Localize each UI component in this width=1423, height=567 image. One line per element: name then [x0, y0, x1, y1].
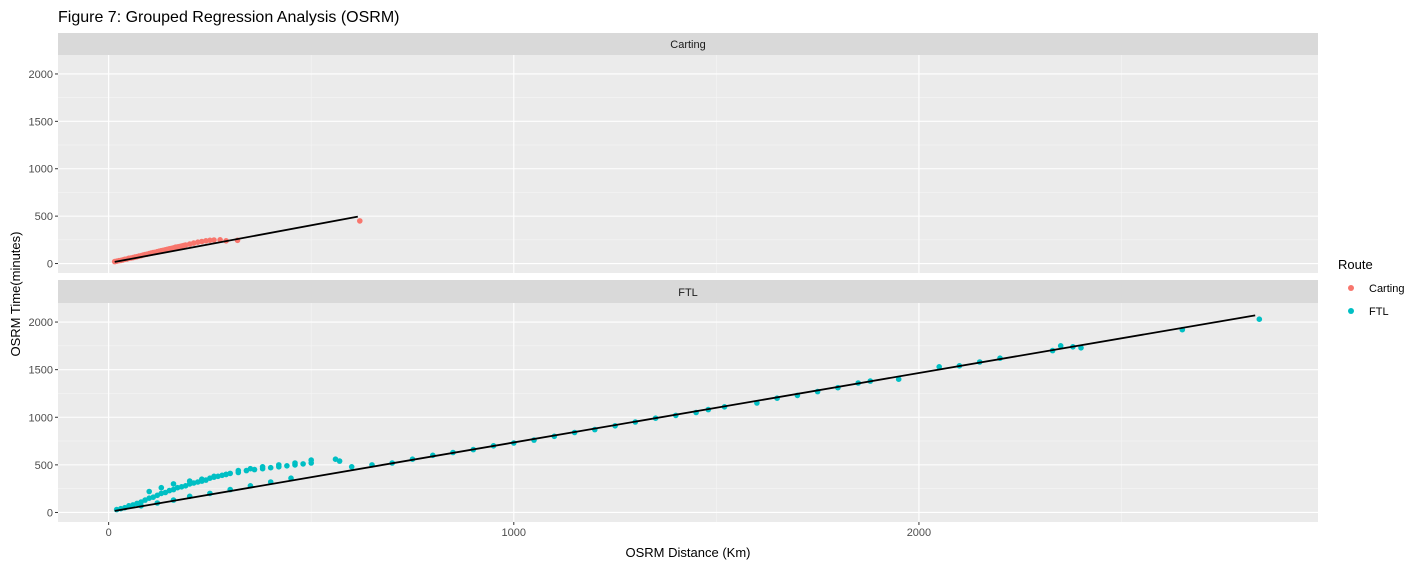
data-point	[300, 461, 306, 467]
facet-panel-carting: Carting 0 500 1000 1500 2000	[29, 33, 1318, 273]
legend-label-carting: Carting	[1369, 283, 1404, 295]
facet-strip-ftl	[58, 280, 1318, 303]
legend-key-ftl	[1348, 308, 1354, 314]
data-point	[1256, 316, 1263, 323]
x-tick-label-0: 0	[106, 527, 112, 539]
legend-label-ftl: FTL	[1369, 306, 1389, 318]
data-point	[170, 481, 177, 487]
y-tick-label-1: 500	[35, 211, 53, 223]
data-point	[336, 458, 343, 464]
data-point	[186, 478, 193, 484]
regression-line	[114, 314, 1256, 512]
data-point	[267, 464, 274, 471]
y-tick-label-2: 1000	[29, 412, 53, 424]
data-point	[292, 460, 298, 466]
data-point	[259, 464, 266, 470]
y-axis-title: OSRM Time(minutes)	[8, 232, 23, 357]
y-ticks-ftl: 0 500 1000 1500 2000	[29, 317, 58, 519]
y-tick-label-4: 2000	[29, 317, 53, 329]
y-ticks-carting: 0 500 1000 1500 2000	[29, 69, 58, 271]
data-point	[936, 364, 942, 370]
data-point	[207, 237, 213, 244]
plot-panel-carting	[58, 55, 1318, 273]
grid-carting	[58, 55, 1318, 273]
data-point	[1078, 345, 1084, 351]
regression-line	[114, 215, 358, 263]
x-axis: 0 1000 2000	[106, 522, 931, 539]
y-tick-label-0: 0	[47, 507, 53, 519]
y-tick-label-1: 500	[35, 460, 53, 472]
legend-title: Route	[1338, 257, 1373, 272]
data-point	[146, 488, 152, 495]
facet-panel-ftl: FTL 0 500 1000 1500 2000	[29, 280, 1318, 522]
chart-title: Figure 7: Grouped Regression Analysis (O…	[58, 9, 399, 26]
data-point	[223, 471, 229, 478]
y-tick-label-0: 0	[47, 259, 53, 271]
data-point	[158, 484, 165, 491]
facet-strip-label-carting: Carting	[670, 39, 705, 51]
legend-item-ftl: FTL	[1348, 306, 1389, 318]
data-point	[247, 465, 254, 472]
data-point	[308, 457, 315, 463]
data-point	[199, 476, 205, 483]
facet-strip-carting	[58, 33, 1318, 55]
data-point	[284, 463, 290, 469]
data-point	[235, 467, 242, 474]
legend: Route Carting FTL	[1338, 257, 1404, 318]
data-point	[211, 237, 217, 243]
data-point	[357, 218, 363, 224]
y-tick-label-3: 1500	[29, 116, 53, 128]
data-point	[895, 376, 902, 383]
legend-item-carting: Carting	[1348, 283, 1404, 295]
data-point	[276, 462, 282, 468]
y-tick-label-2: 1000	[29, 164, 53, 176]
legend-key-carting	[1348, 285, 1354, 291]
data-point	[211, 473, 217, 480]
y-tick-label-3: 1500	[29, 365, 53, 377]
x-tick-label-1: 1000	[502, 527, 526, 539]
grid-ftl	[58, 303, 1318, 522]
x-axis-title: OSRM Distance (Km)	[626, 545, 751, 560]
y-tick-label-4: 2000	[29, 69, 53, 81]
data-point	[1057, 343, 1064, 349]
regression-line-carting	[114, 215, 358, 263]
facet-strip-label-ftl: FTL	[678, 287, 698, 299]
x-tick-label-2: 2000	[907, 527, 931, 539]
data-point	[348, 464, 355, 470]
regression-line-ftl	[114, 314, 1256, 512]
